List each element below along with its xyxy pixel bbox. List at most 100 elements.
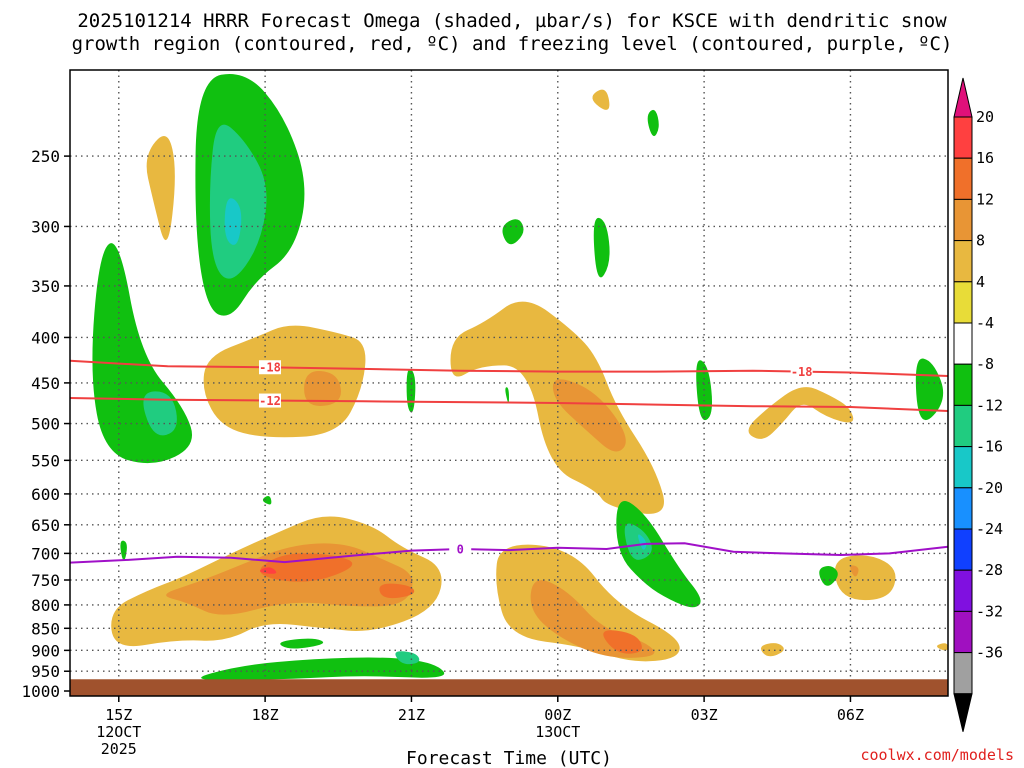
ground-fill (70, 679, 948, 696)
x-axis-title: Forecast Time (UTC) (406, 748, 612, 768)
omega-region (262, 496, 272, 505)
y-tick-label: 550 (31, 451, 60, 470)
omega-region (201, 657, 445, 681)
y-tick-label: 500 (31, 415, 60, 434)
omega-region (259, 567, 277, 574)
omega-region (647, 109, 659, 137)
contour-label-bg (449, 541, 472, 556)
omega-region (502, 219, 524, 245)
contour-label: -12 (259, 394, 281, 408)
colorbar-swatch (953, 198, 973, 242)
colorbar-label: -16 (976, 438, 1003, 456)
omega-region (624, 523, 652, 560)
colorbar-label: -12 (976, 396, 1003, 414)
y-axis: 250 300 350 400 450 500 550 600 650 700 750 800 850 9… (21, 147, 70, 701)
colorbar-swatch (953, 157, 973, 200)
colorbar-label: 12 (976, 190, 994, 208)
colorbar-label: -8 (976, 355, 994, 373)
contour-label-bg (258, 360, 281, 375)
temperature-contours: -18 -18 -12 0 (69, 359, 949, 564)
colorbar-label: 4 (976, 273, 985, 291)
omega-region (819, 566, 838, 586)
omega-region (203, 325, 366, 438)
y-tick-label: 1000 (21, 682, 60, 701)
y-tick-label: 700 (31, 544, 60, 563)
y-tick-label: 250 (31, 147, 60, 166)
omega-region (915, 358, 944, 421)
x-tick-label: 00Z (544, 706, 571, 724)
colorbar: 20 16 12 8 4 -4 -8 -12 -16 -20 -24 -28 -32 -36 (953, 77, 1003, 732)
omega-region (379, 583, 415, 599)
y-tick-label: 850 (31, 619, 60, 638)
omega-region (496, 544, 680, 662)
omega-region (638, 534, 647, 550)
contour-line (69, 542, 949, 564)
omega-region (209, 124, 267, 279)
colorbar-label: 8 (976, 232, 985, 250)
omega-region (505, 387, 509, 403)
x-tick-label: 06Z (837, 706, 864, 724)
omega-region (120, 540, 127, 561)
omega-region (280, 638, 324, 649)
x-tick-label: 18Z (252, 706, 279, 724)
y-tick-label: 950 (31, 662, 60, 681)
omega-region (146, 136, 175, 241)
omega-region (834, 555, 896, 601)
omega-region (748, 387, 854, 439)
colorbar-swatch (953, 652, 973, 695)
colorbar-top-arrow (953, 77, 973, 118)
y-tick-label: 600 (31, 485, 60, 504)
colorbar-label: -28 (976, 561, 1003, 579)
contour-label: 0 (457, 542, 464, 556)
omega-region (603, 630, 642, 654)
y-tick-label: 750 (31, 571, 60, 590)
x-tick-year: 2025 (101, 740, 137, 758)
omega-region (304, 371, 341, 406)
colorbar-swatch (953, 363, 973, 406)
colorbar-label: -36 (976, 644, 1003, 662)
credit-text: coolwx.com/models (860, 746, 1014, 764)
x-tick-label: 21Z (398, 706, 425, 724)
chart-title-line1: 2025101214 HRRR Forecast Omega (shaded, … (77, 10, 947, 32)
omega-region (761, 643, 784, 657)
colorbar-swatch (953, 281, 973, 324)
colorbar-label: 16 (976, 149, 994, 167)
y-tick-label: 300 (31, 217, 60, 236)
omega-region (395, 651, 420, 665)
contour-line (69, 397, 949, 412)
colorbar-swatch (953, 528, 973, 571)
colorbar-swatch (953, 240, 973, 283)
omega-region (450, 301, 665, 514)
y-tick-label: 400 (31, 328, 60, 347)
colorbar-swatch (953, 610, 973, 654)
omega-region (593, 217, 610, 278)
contour-label-bg (790, 364, 813, 379)
colorbar-label: 20 (976, 108, 994, 126)
colorbar-label: -24 (976, 520, 1003, 538)
colorbar-label: -4 (976, 314, 994, 332)
colorbar-swatch (953, 116, 973, 159)
y-tick-label: 900 (31, 641, 60, 660)
omega-region (937, 643, 948, 651)
omega-region (552, 379, 626, 452)
y-tick-label: 800 (31, 596, 60, 615)
omega-region (143, 391, 177, 436)
colorbar-bottom-arrow (953, 693, 973, 732)
colorbar-label: -20 (976, 479, 1003, 497)
y-tick-label: 350 (31, 277, 60, 296)
x-tick-label: 03Z (691, 706, 718, 724)
contour-label: -18 (259, 361, 281, 375)
contour-label-bg (258, 393, 281, 408)
omega-region (850, 565, 859, 577)
chart-title-line2: growth region (contoured, red, ºC) and f… (72, 33, 953, 55)
x-tick-label: 15Z (105, 706, 132, 724)
contour-label: -18 (791, 365, 813, 379)
omega-region (224, 198, 242, 245)
colorbar-swatch (953, 322, 973, 365)
y-tick-label: 450 (31, 374, 60, 393)
omega-regions (92, 73, 948, 681)
x-tick-date: 12OCT (96, 723, 141, 741)
plot-area: -18 -18 -12 0 250 300 350 400 450 500 550 600 650 70… (21, 69, 949, 758)
